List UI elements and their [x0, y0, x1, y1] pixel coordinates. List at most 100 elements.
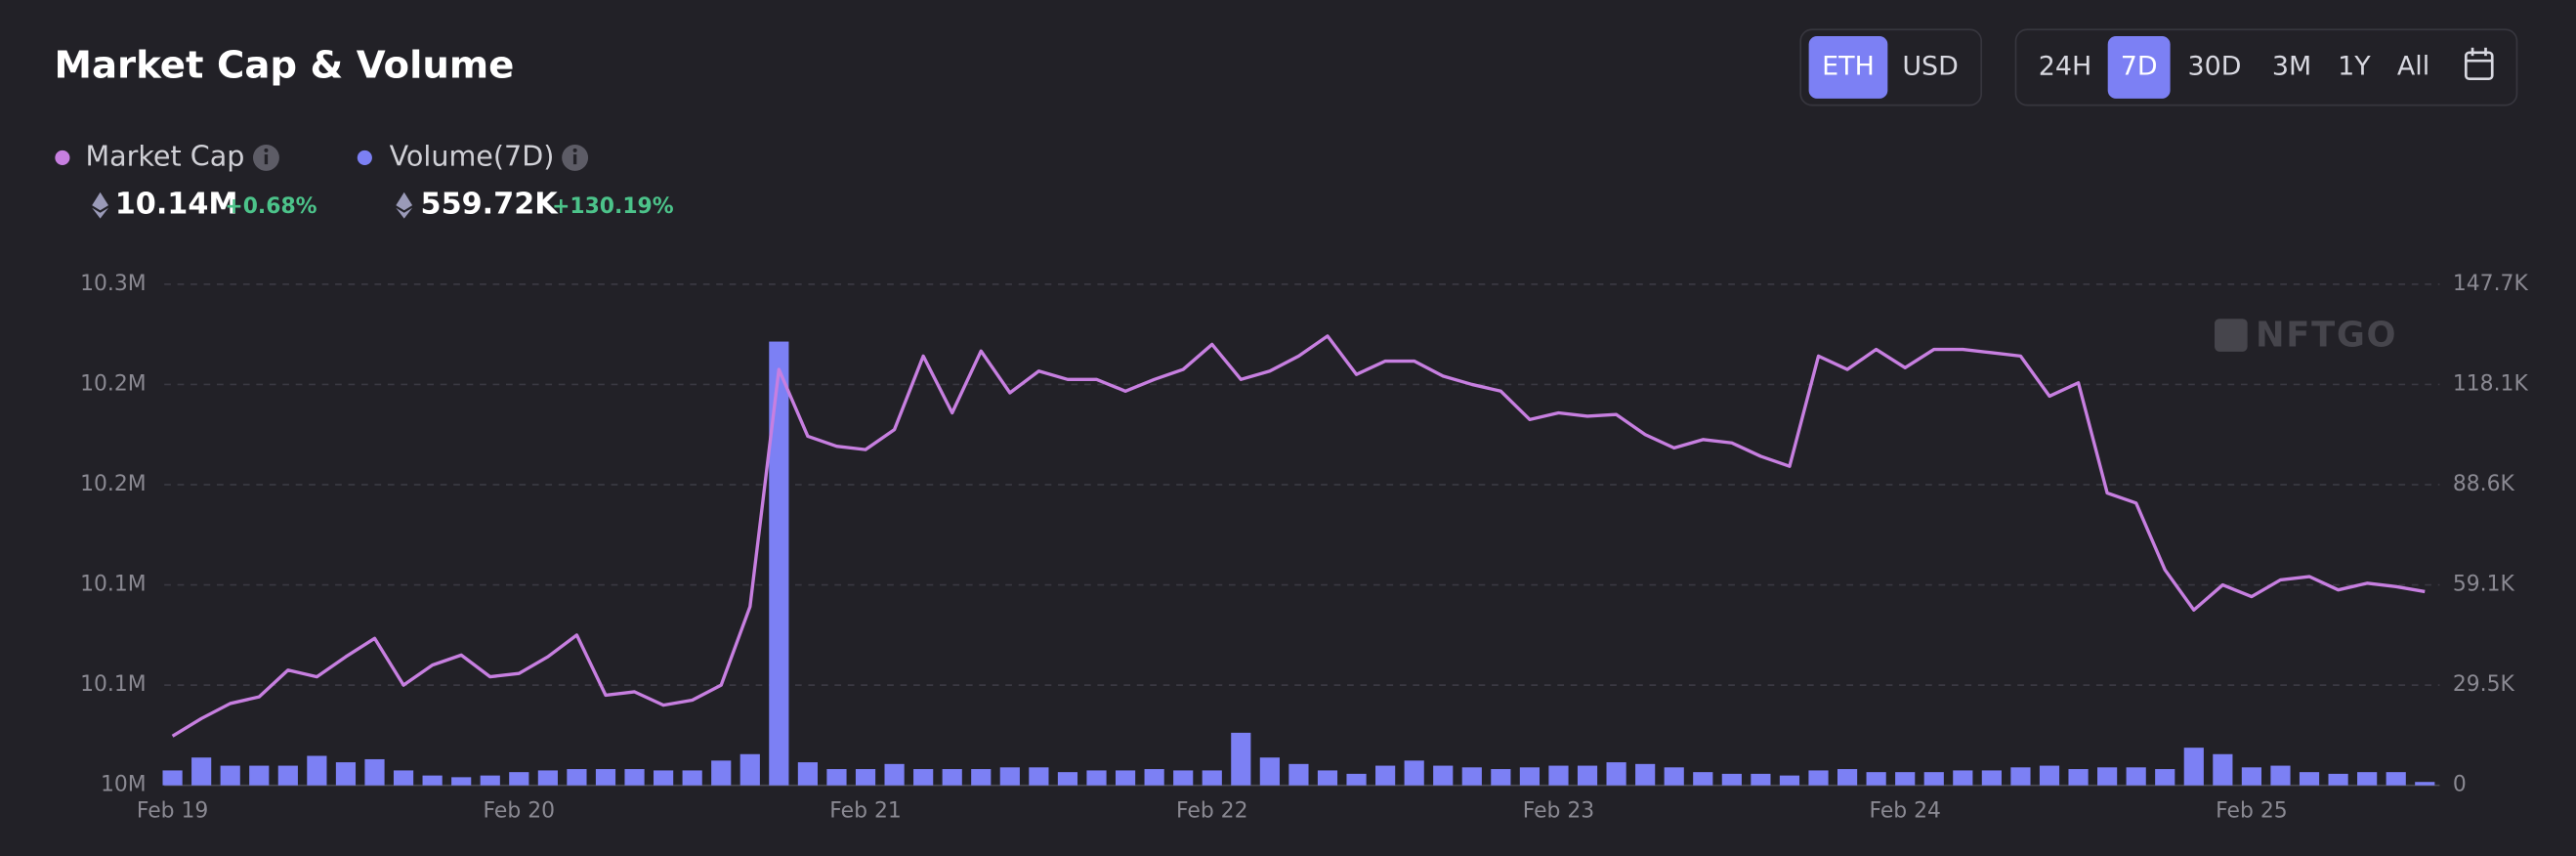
- toggle-button[interactable]: ETH: [1822, 51, 1875, 81]
- toggle-button[interactable]: 30D: [2188, 51, 2242, 81]
- x-tick-label: Feb 22: [1176, 799, 1247, 824]
- volume-bar: [2386, 772, 2406, 786]
- volume-bar: [2183, 748, 2204, 786]
- volume-bar: [769, 341, 789, 786]
- volume-bar: [2068, 769, 2089, 786]
- x-tick-label: Feb 19: [137, 799, 208, 824]
- toggle-button[interactable]: All: [2397, 51, 2429, 81]
- legend-dot: [55, 150, 70, 165]
- volume-bar: [1029, 767, 1049, 786]
- y-tick-label: 10M: [101, 773, 147, 797]
- eth-icon: [92, 192, 108, 219]
- toggle-button[interactable]: 7D: [2121, 51, 2158, 81]
- volume-bar: [595, 769, 616, 786]
- volume-bar: [162, 770, 183, 786]
- watermark: NFTGO: [2256, 316, 2397, 356]
- eth-icon: [396, 192, 413, 219]
- volume-bar: [2299, 772, 2320, 786]
- volume-bar: [797, 762, 818, 786]
- volume-bar: [2270, 765, 2291, 786]
- info-icon[interactable]: [252, 144, 279, 171]
- volume-bar: [2039, 765, 2060, 786]
- toggle-button[interactable]: 3M: [2272, 51, 2311, 81]
- y-tick-label: 10.3M: [80, 272, 147, 296]
- volume-bar: [1895, 772, 1916, 786]
- volume-bar: [942, 769, 962, 786]
- volume-bar: [855, 769, 876, 786]
- x-tick-label: Feb 20: [484, 799, 555, 824]
- x-tick-label: Feb 23: [1523, 799, 1594, 824]
- volume-bar: [1808, 770, 1829, 786]
- volume-bar: [2126, 767, 2146, 786]
- info-icon[interactable]: [562, 144, 589, 171]
- market-cap-line: [171, 334, 2426, 738]
- x-tick-label: Feb 25: [2216, 799, 2287, 824]
- y2-tick-label: 59.1K: [2453, 573, 2515, 597]
- volume-bar: [1664, 767, 1684, 786]
- volume-bar: [220, 765, 240, 786]
- volume-bar: [1202, 770, 1222, 786]
- volume-bar: [739, 753, 760, 786]
- volume-bar: [422, 775, 443, 786]
- volume-bar: [2010, 767, 2031, 786]
- summary-value: 559.72K: [421, 188, 560, 222]
- legend-label: Volume(7D): [390, 139, 555, 172]
- volume-bar: [654, 770, 674, 786]
- volume-bar: [1606, 762, 1626, 786]
- volume-bar: [1288, 763, 1309, 786]
- volume-bar: [2155, 769, 2175, 786]
- toggle-button[interactable]: 1Y: [2338, 51, 2371, 81]
- volume-bar: [307, 755, 327, 786]
- y2-tick-label: 0: [2453, 773, 2467, 797]
- active-button[interactable]: [2107, 35, 2171, 99]
- volume-bar: [1548, 765, 1569, 786]
- volume-bar: [682, 770, 702, 786]
- volume-bar: [1086, 770, 1107, 786]
- volume-bar: [624, 769, 645, 786]
- volume-bar: [999, 767, 1020, 786]
- volume-bar: [1404, 760, 1424, 786]
- volume-bar: [2213, 753, 2233, 786]
- summary-value: 10.14M: [115, 188, 238, 222]
- volume-bar: [537, 770, 558, 786]
- volume-bar: [1057, 772, 1078, 786]
- volume-bar: [1433, 765, 1454, 786]
- summary-change: +0.68%: [225, 194, 317, 219]
- volume-bar: [1837, 769, 1858, 786]
- volume-bar: [2328, 773, 2348, 786]
- volume-bar: [1953, 770, 1973, 786]
- legend-dot: [357, 150, 372, 165]
- volume-bar: [2357, 772, 2378, 786]
- volume-bar: [1779, 775, 1800, 786]
- y2-tick-label: 147.7K: [2453, 272, 2529, 296]
- volume-bar: [277, 765, 298, 786]
- volume-bar: [1115, 770, 1136, 786]
- legend-label: Market Cap: [85, 139, 244, 172]
- watermark-logo: [2215, 319, 2248, 352]
- summary-change: +130.19%: [552, 194, 674, 219]
- volume-bar: [567, 769, 587, 786]
- volume-bar: [480, 775, 500, 786]
- volume-bar: [364, 758, 385, 786]
- toggle-button[interactable]: 24H: [2039, 51, 2091, 81]
- volume-bar: [1577, 765, 1598, 786]
- calendar-button[interactable]: [2464, 47, 2494, 81]
- volume-bar: [509, 772, 529, 786]
- volume-bar: [1231, 732, 1251, 786]
- volume-bar: [913, 769, 934, 786]
- volume-bar: [1375, 765, 1396, 786]
- currency-toggle: [1799, 28, 1983, 107]
- volume-bar: [1346, 773, 1367, 786]
- range-toggle: [2014, 28, 2518, 107]
- y-tick-label: 10.1M: [80, 573, 147, 597]
- volume-bar: [1461, 767, 1482, 786]
- active-button[interactable]: [1808, 35, 1888, 99]
- volume-bar: [335, 762, 357, 786]
- toggle-button[interactable]: USD: [1902, 51, 1958, 81]
- y-tick-label: 10.2M: [80, 472, 147, 496]
- x-tick-label: Feb 21: [829, 799, 901, 824]
- volume-bar: [1635, 763, 1656, 786]
- volume-bar: [1923, 772, 1944, 786]
